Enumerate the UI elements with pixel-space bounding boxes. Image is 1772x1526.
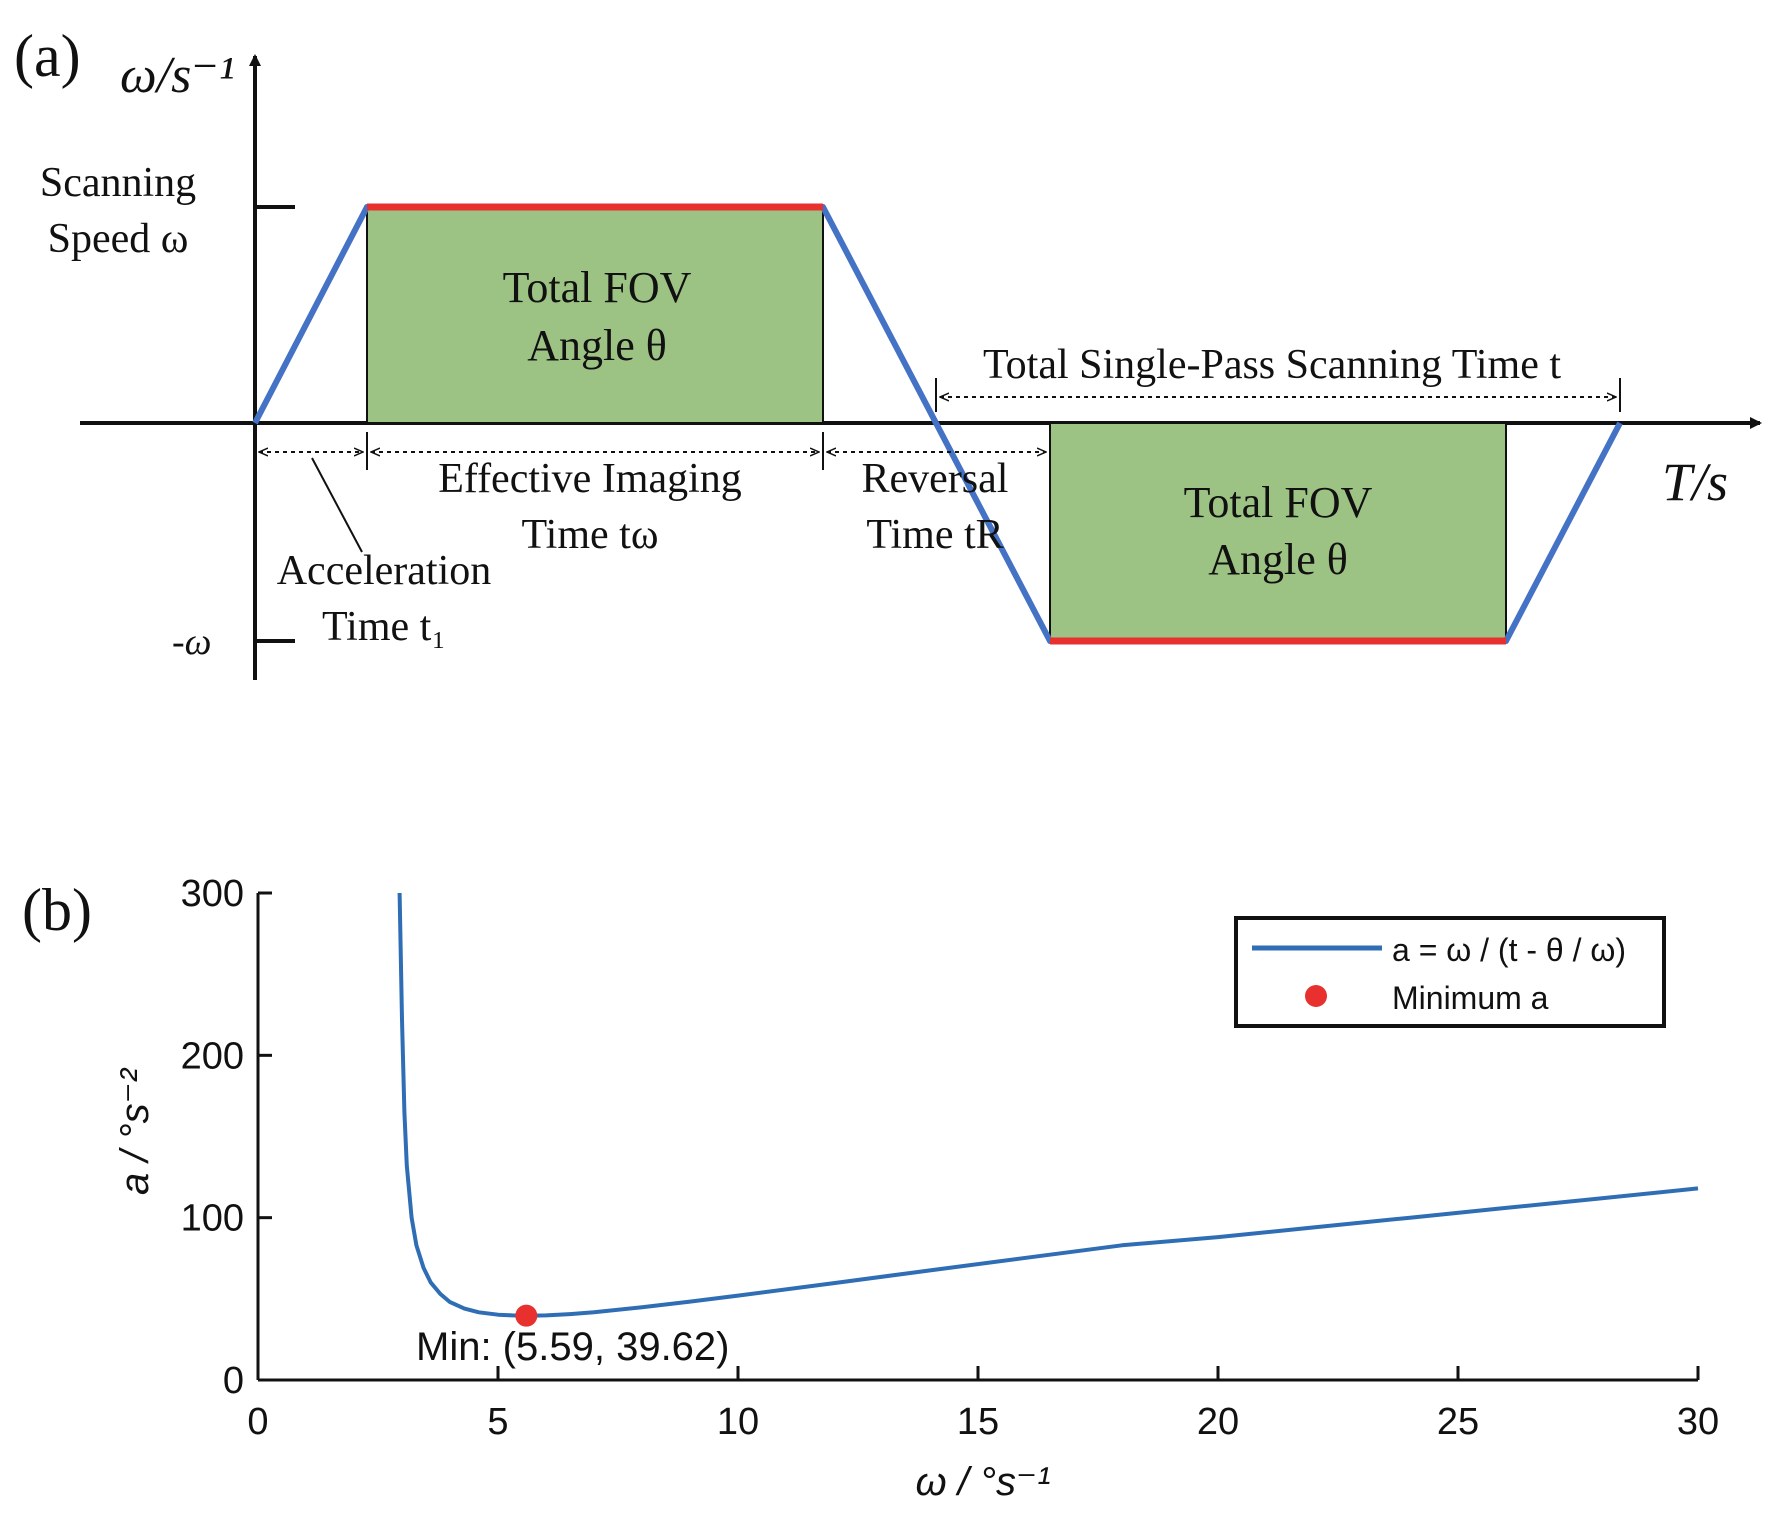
b-y-tick-label: 200 [181, 1035, 244, 1077]
b-x-tick-label: 30 [1677, 1401, 1719, 1443]
b-legend-line-label: a = ω / (t - θ / ω) [1392, 932, 1626, 968]
b-x-tick-label: 25 [1437, 1401, 1479, 1443]
accel-label-line2: Time t₁ [322, 604, 446, 650]
b-y-tick-label: 0 [223, 1360, 244, 1402]
b-x-tick-label: 20 [1197, 1401, 1239, 1443]
b-legend-box [1234, 916, 1666, 1028]
accel-leader-line [311, 457, 363, 553]
reversal-label-line2: Time tR [866, 512, 1003, 558]
b-x-tick-label: 10 [717, 1401, 759, 1443]
fov-bottom-label-line1: Total FOV [1184, 478, 1373, 527]
fov-top-label-line1: Total FOV [503, 263, 692, 312]
b-y-axis-label: a / °s⁻² [113, 1067, 157, 1195]
fov-box-bottom [1049, 422, 1507, 642]
panel-b-label: (b) [22, 877, 92, 943]
b-legend-dot-swatch [1305, 985, 1327, 1007]
reversal-label-line1: Reversal [862, 456, 1009, 502]
panel-a: (a) ω/s⁻¹ Scanning Speed ω -ω T/s Total … [14, 23, 1762, 680]
b-x-axis-label: ω / °s⁻¹ [916, 1460, 1051, 1504]
accel-label-line1: Acceleration [277, 548, 492, 594]
b-x-tick-label: 0 [247, 1401, 268, 1443]
a-neg-tick-label: -ω [172, 621, 211, 663]
b-plot-area [397, 892, 1699, 1327]
panel-a-label: (a) [14, 23, 81, 89]
fov-box-top [366, 206, 824, 424]
b-y-tick-label: 100 [181, 1198, 244, 1240]
b-minimum-point [515, 1304, 538, 1327]
b-legend-dot-label: Minimum a [1392, 980, 1549, 1016]
b-x-tick-label: 5 [487, 1401, 508, 1443]
b-series-line [397, 892, 1699, 1318]
effective-label-line1: Effective Imaging [438, 456, 742, 502]
b-legend: a = ω / (t - θ / ω) Minimum a [1234, 916, 1666, 1028]
a-y-desc-line1: Scanning [40, 160, 196, 206]
effective-label-line2: Time tω [522, 512, 659, 558]
b-min-annotation: Min: (5.59, 39.62) [416, 1325, 730, 1369]
a-x-unit: T/s [1662, 452, 1728, 512]
single-pass-label: Total Single-Pass Scanning Time t [983, 342, 1561, 388]
a-y-unit: ω/s⁻¹ [120, 47, 234, 104]
b-x-tick-label: 15 [957, 1401, 999, 1443]
b-y-tick-label: 300 [181, 873, 244, 915]
a-y-desc-line2: Speed ω [48, 216, 189, 262]
speed-profile-line [252, 204, 1623, 644]
fov-top-label-line2: Angle θ [527, 321, 667, 370]
fov-bottom-label-line2: Angle θ [1208, 535, 1348, 584]
